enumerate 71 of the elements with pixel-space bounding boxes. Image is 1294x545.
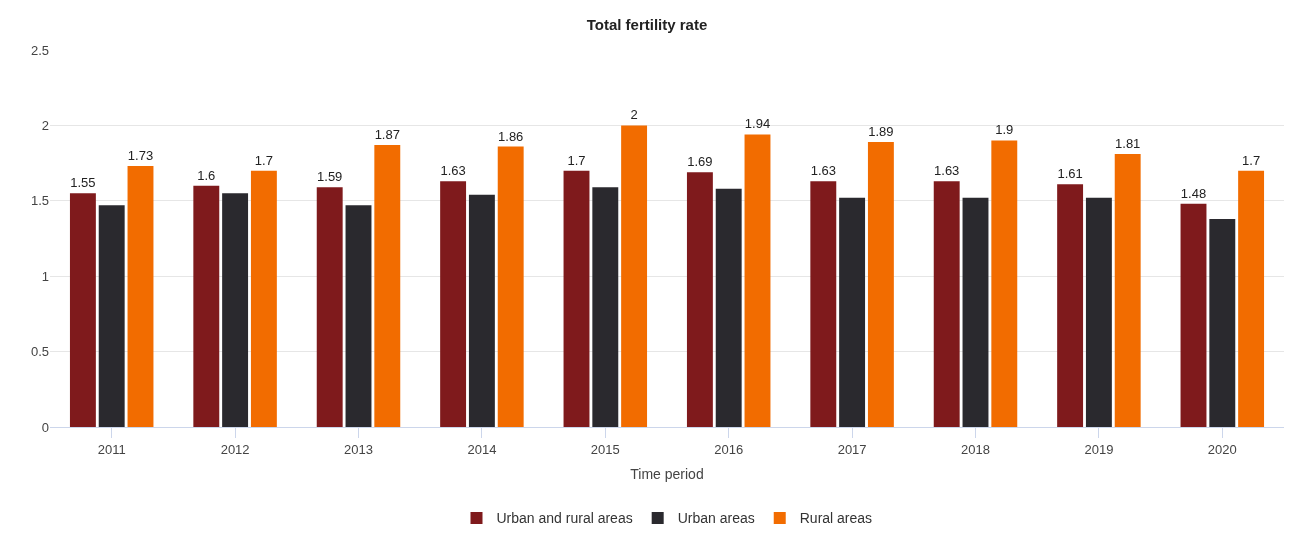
- bar: [1238, 170, 1265, 427]
- y-tick-label: 2: [41, 117, 49, 133]
- bar: [1085, 197, 1112, 427]
- bar: [1057, 184, 1084, 427]
- x-tick-label: 2019: [1084, 441, 1114, 457]
- data-label: 1.6: [197, 167, 216, 183]
- bar: [621, 125, 648, 427]
- y-tick-label: 1.5: [30, 193, 49, 209]
- x-axis-title: Time period: [630, 466, 704, 482]
- bar: [250, 170, 277, 427]
- bar: [316, 187, 343, 427]
- bar: [98, 205, 125, 427]
- bar: [592, 187, 619, 427]
- data-label: 1.61: [1057, 166, 1083, 182]
- legend-label: Urban areas: [677, 510, 755, 527]
- data-label: 1.63: [440, 163, 466, 179]
- x-tick-label: 2016: [714, 441, 744, 457]
- data-label: 1.86: [498, 128, 524, 144]
- data-label: 1.73: [127, 148, 154, 164]
- y-tick-label: 2.5: [30, 42, 49, 58]
- bar: [686, 172, 713, 427]
- data-label: 1.7: [567, 152, 586, 168]
- bar: [222, 193, 249, 427]
- x-tick-label: 2020: [1207, 441, 1237, 457]
- bar: [468, 194, 495, 427]
- data-label: 1.63: [934, 163, 960, 179]
- y-tick-label: 0.5: [30, 344, 49, 360]
- x-tick-label: 2012: [220, 441, 250, 457]
- data-label: 1.87: [374, 127, 400, 142]
- bar: [715, 188, 742, 427]
- data-label: 1.89: [868, 123, 894, 139]
- data-label: 1.7: [254, 152, 273, 168]
- bar: [810, 181, 837, 427]
- bar: [991, 140, 1018, 427]
- chart-title: Total fertility rate: [586, 15, 708, 33]
- bar: [193, 185, 220, 427]
- x-tick-label: 2011: [97, 441, 126, 457]
- data-label: 1.59: [317, 169, 343, 185]
- bar: [839, 197, 866, 427]
- bar: [1180, 203, 1207, 427]
- x-tick-label: 2017: [837, 441, 867, 457]
- data-label: 1.94: [744, 116, 771, 132]
- data-label: 1.69: [687, 154, 713, 170]
- data-label: 1.9: [995, 122, 1014, 138]
- x-tick-label: 2014: [467, 441, 497, 457]
- bar: [933, 181, 960, 427]
- data-label: 2: [630, 107, 638, 123]
- legend-label: Rural areas: [799, 510, 873, 527]
- bar: [440, 181, 467, 427]
- bar: [962, 197, 989, 427]
- data-label: 1.48: [1180, 185, 1207, 201]
- bar: [345, 205, 372, 427]
- data-label: 1.55: [70, 175, 96, 191]
- bar: [69, 193, 96, 427]
- bar: [1114, 154, 1141, 427]
- bar: [374, 145, 401, 427]
- x-tick-label: 2013: [344, 441, 373, 457]
- data-label: 1.63: [810, 163, 836, 179]
- y-tick-label: 0: [41, 419, 49, 435]
- bar: [867, 141, 894, 427]
- data-label: 1.7: [1242, 152, 1261, 168]
- bar: [1209, 218, 1236, 427]
- legend-label: Urban and rural areas: [496, 510, 633, 527]
- bar: [127, 166, 154, 427]
- x-tick-label: 2018: [961, 441, 990, 457]
- x-tick-label: 2015: [590, 441, 620, 457]
- bar: [744, 134, 771, 427]
- data-label: 1.81: [1115, 136, 1141, 152]
- bar: [497, 146, 524, 427]
- y-tick-label: 1: [41, 268, 49, 284]
- bar: [563, 170, 590, 427]
